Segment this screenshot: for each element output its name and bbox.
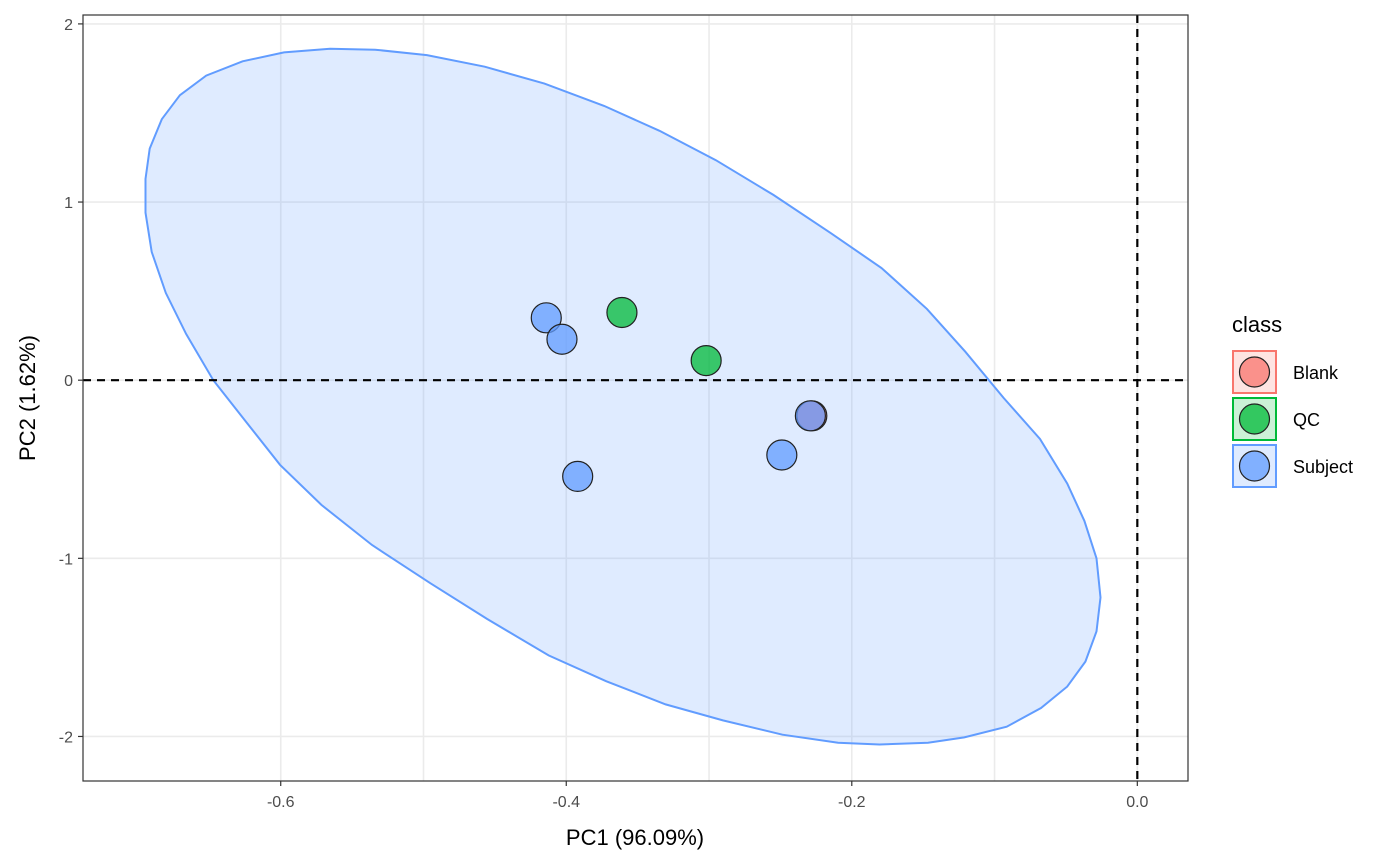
data-points — [530, 296, 828, 492]
legend-label-subject: Subject — [1293, 457, 1353, 477]
y-tick-label: -2 — [59, 729, 73, 746]
point-qc — [690, 344, 722, 377]
y-tick-label: 0 — [64, 373, 73, 390]
legend-title: class — [1232, 312, 1282, 337]
x-tick-label: -0.4 — [552, 794, 580, 811]
subject-confidence-ellipse — [144, 47, 1102, 746]
y-axis-title: PC2 (1.62%) — [15, 335, 40, 461]
point-qc — [606, 296, 638, 329]
y-tick-label: 1 — [64, 195, 73, 212]
plot-panel-border — [82, 14, 1189, 782]
point-subject — [546, 323, 578, 355]
x-tick-label: 0.0 — [1126, 794, 1148, 811]
point-subject — [530, 302, 562, 334]
reference-lines — [83, 15, 1188, 781]
axes: -0.6 -0.4 -0.2 0.0 -2 -1 0 1 2 — [59, 17, 1149, 811]
confidence-ellipses — [144, 47, 1102, 746]
x-tick-label: -0.6 — [267, 794, 295, 811]
point-subject — [562, 460, 594, 492]
legend-label-blank: Blank — [1293, 363, 1339, 383]
point-subject — [766, 439, 798, 471]
legend-marker-qc — [1238, 403, 1271, 435]
x-axis-title: PC1 (96.09%) — [566, 825, 704, 850]
y-tick-label: 2 — [64, 17, 73, 34]
x-tick-label: -0.2 — [838, 794, 866, 811]
legend-marker-subject — [1238, 450, 1271, 482]
y-tick-label: -1 — [59, 551, 73, 568]
legend-marker-blank — [1238, 356, 1271, 388]
point-subject — [794, 400, 826, 432]
legend: class Blank QC Subject — [1232, 312, 1353, 488]
legend-label-qc: QC — [1293, 410, 1320, 430]
